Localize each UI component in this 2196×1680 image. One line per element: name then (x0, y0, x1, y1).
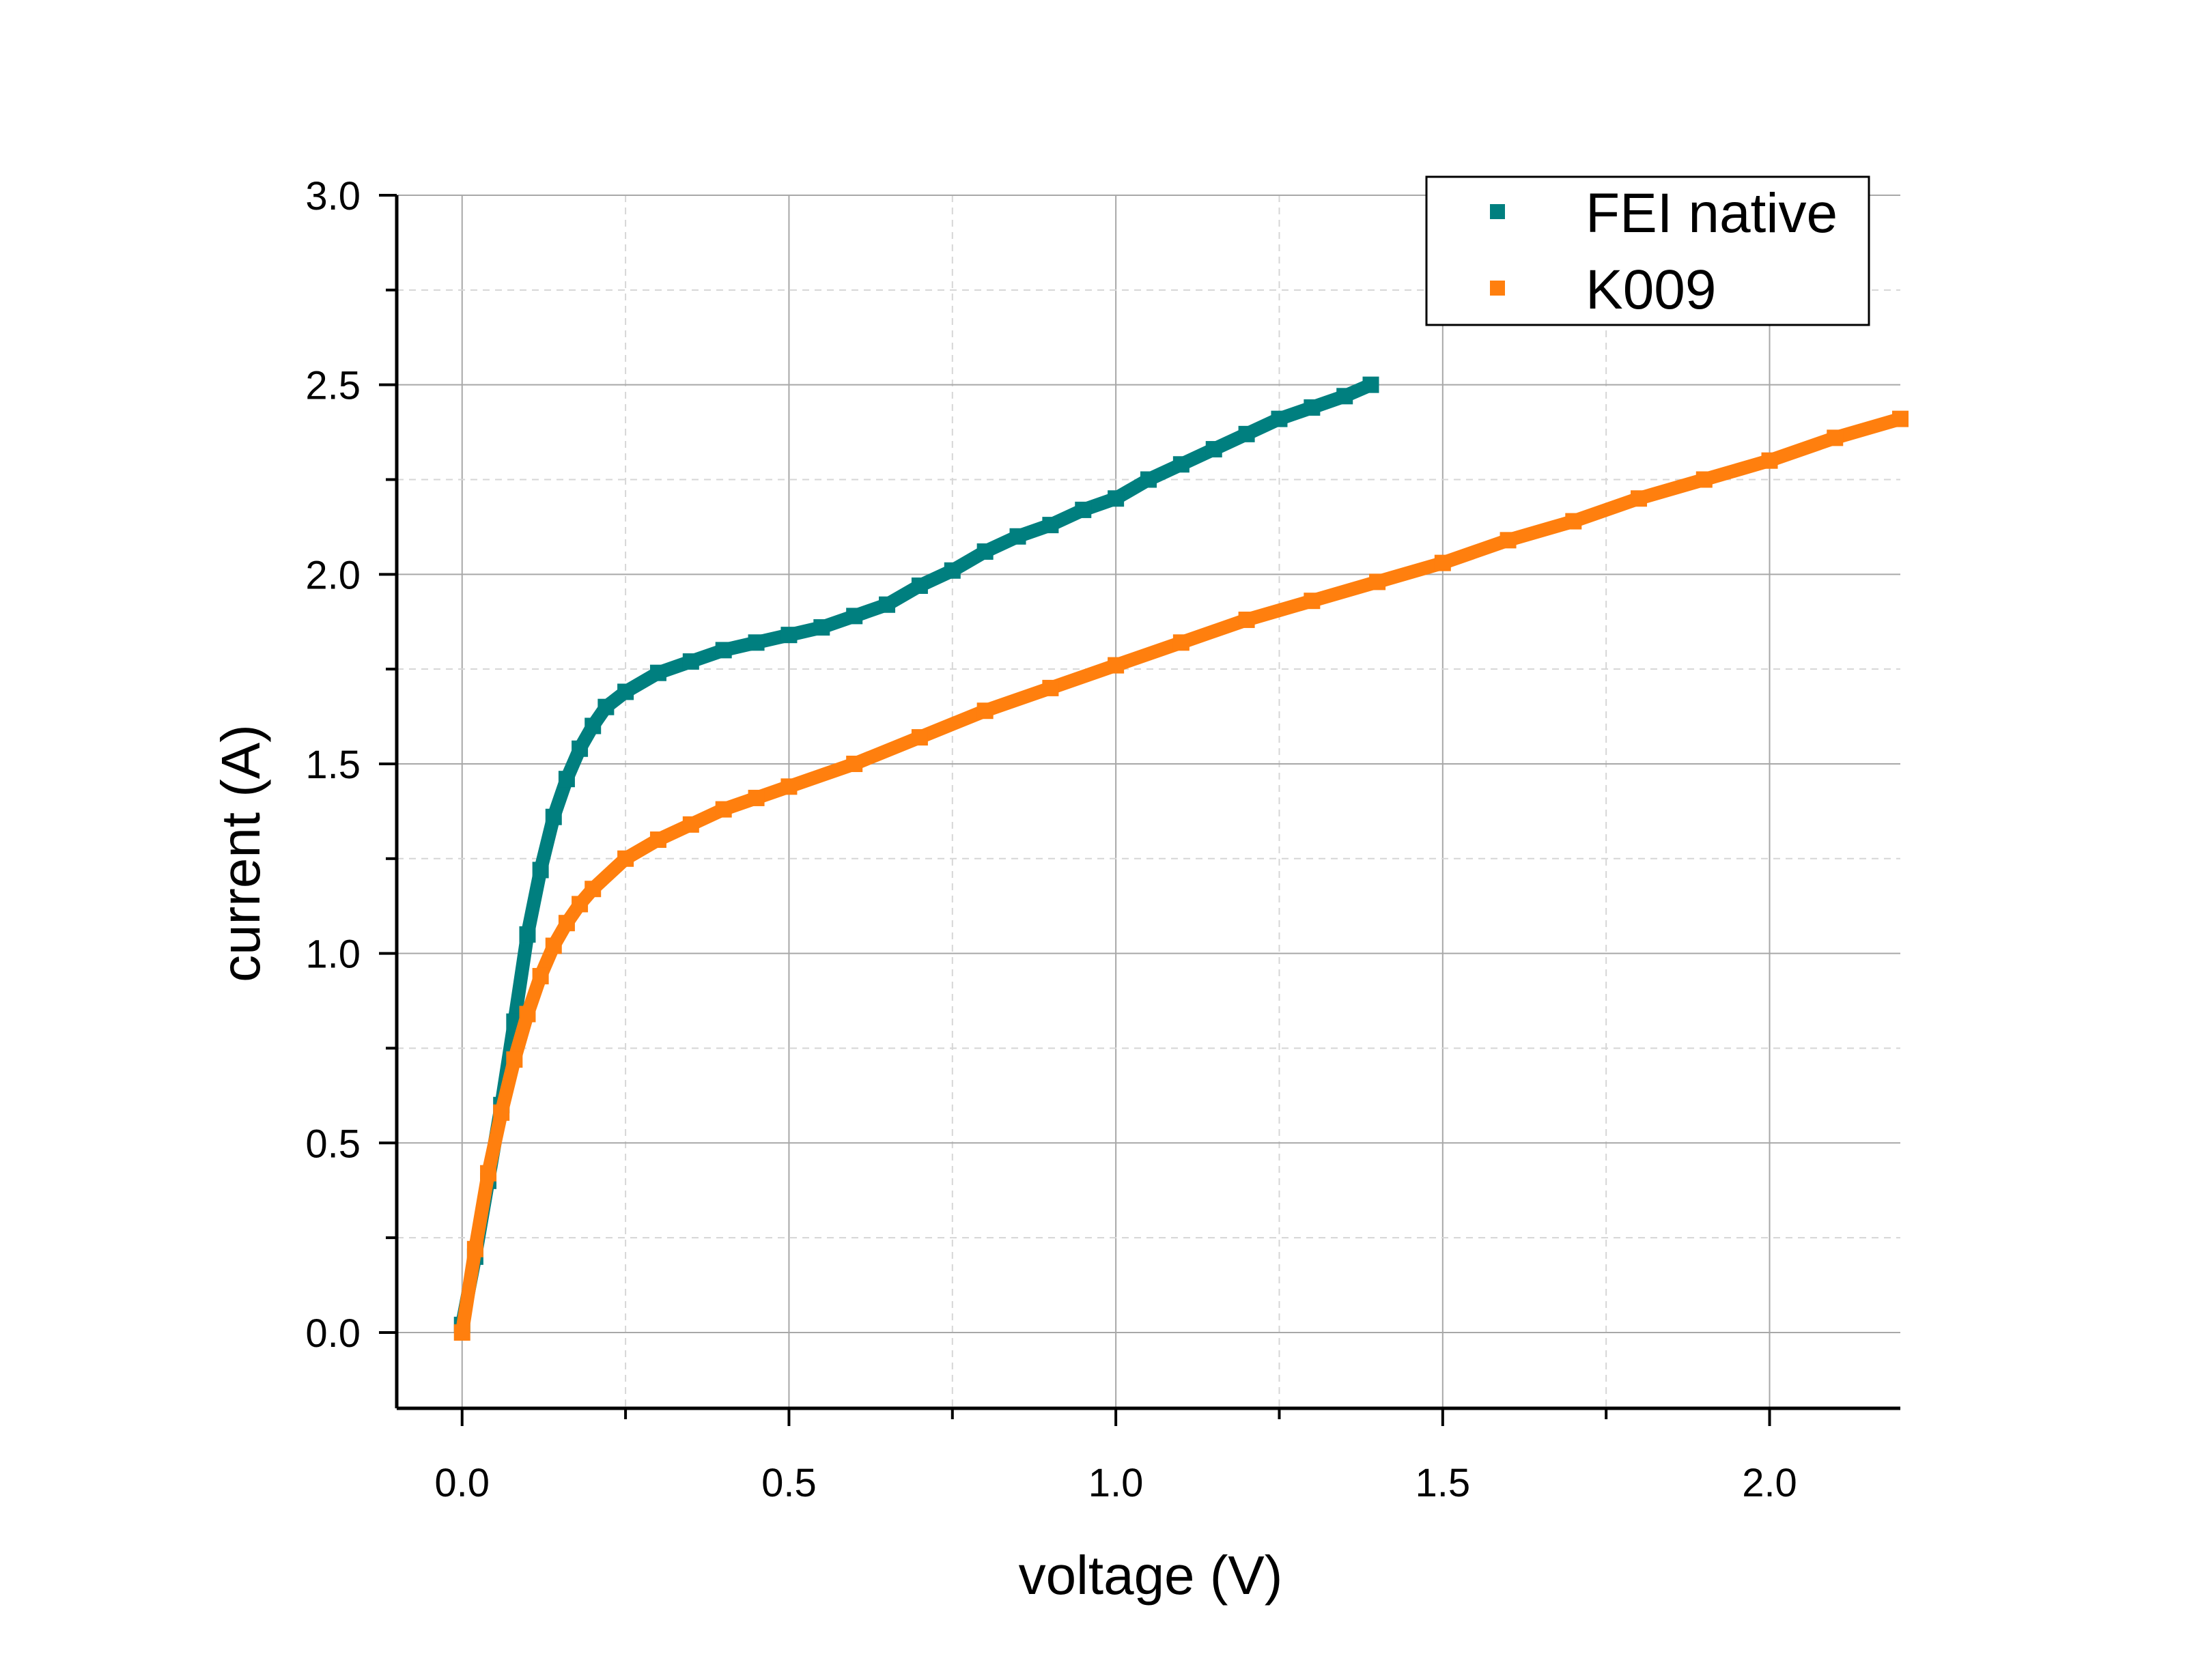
data-point (1271, 410, 1288, 427)
data-point (1172, 456, 1190, 473)
data-point (1042, 517, 1059, 534)
data-point (1892, 410, 1909, 427)
data-point (846, 608, 863, 625)
data-point (748, 789, 765, 806)
data-point (1304, 593, 1321, 610)
data-point (1108, 657, 1125, 674)
legend-box (1425, 175, 1870, 326)
data-point (846, 755, 863, 772)
data-point (1075, 501, 1092, 518)
y-axis-title: current (A) (210, 724, 271, 982)
data-point (715, 642, 732, 659)
data-point (1304, 399, 1321, 416)
data-point (466, 1240, 483, 1257)
data-point (1827, 429, 1844, 446)
y-tick-label: 3.0 (305, 174, 361, 218)
legend-marker-k009 (1490, 281, 1505, 296)
data-point (649, 664, 666, 681)
data-point (545, 808, 562, 825)
data-point (879, 596, 896, 613)
data-point (1205, 441, 1222, 458)
data-point (1761, 452, 1778, 469)
data-point (519, 926, 536, 943)
data-point (532, 862, 549, 879)
y-tick-label: 0.0 (305, 1311, 361, 1356)
series-k009 (453, 410, 1909, 1341)
y-tick-label: 1.0 (305, 932, 361, 977)
data-point (649, 831, 666, 849)
data-point (532, 967, 549, 984)
legend-marker-fei-native (1490, 204, 1505, 219)
data-point (617, 850, 634, 867)
data-point (1362, 376, 1379, 393)
data-point (558, 771, 575, 788)
y-tick-label: 0.5 (305, 1122, 361, 1166)
data-point (453, 1324, 470, 1341)
series-layer (453, 376, 1909, 1341)
x-tick-label: 0.5 (761, 1461, 817, 1505)
data-point (506, 1051, 523, 1068)
data-point (545, 937, 562, 954)
data-point (682, 816, 699, 833)
data-point (911, 729, 928, 746)
data-point (1238, 425, 1255, 442)
data-point (1434, 554, 1451, 571)
tick-labels: 0.0 0.5 1.0 1.5 2.0 0.0 0.5 1.0 1.5 2.0 2.5 3.0 (305, 174, 1797, 1505)
data-point (1695, 471, 1713, 488)
data-point (780, 627, 798, 644)
x-tick-label: 1.0 (1088, 1461, 1144, 1505)
data-point (1172, 634, 1190, 651)
data-point (519, 1006, 536, 1023)
data-point (493, 1104, 510, 1121)
data-point (617, 683, 634, 700)
y-tick-label: 2.5 (305, 364, 361, 408)
data-point (780, 778, 798, 795)
data-point (682, 653, 699, 670)
data-point (976, 543, 994, 560)
data-point (1336, 388, 1353, 405)
data-point (1108, 490, 1125, 507)
series-line (455, 412, 1902, 1334)
data-point (1369, 573, 1386, 590)
legend-label-k009: K009 (1586, 259, 1717, 321)
y-tick-label: 2.0 (305, 553, 361, 597)
data-point (1140, 471, 1157, 488)
data-point (1631, 490, 1648, 507)
x-axis-title: voltage (V) (1019, 1545, 1283, 1606)
axes (379, 194, 1900, 1426)
data-point (558, 915, 575, 932)
data-point (480, 1165, 497, 1182)
data-point (597, 698, 615, 715)
data-point (715, 801, 732, 818)
data-point (911, 577, 928, 594)
data-point (1238, 611, 1255, 628)
x-tick-label: 2.0 (1742, 1461, 1797, 1505)
data-point (1500, 532, 1517, 549)
data-point (813, 619, 830, 636)
data-point (585, 881, 602, 898)
legend-label-fei-native: FEI native (1586, 182, 1838, 244)
x-tick-label: 1.5 (1416, 1461, 1471, 1505)
data-point (1042, 679, 1059, 696)
data-point (944, 562, 961, 579)
data-point (748, 634, 765, 651)
x-tick-label: 0.0 (434, 1461, 490, 1505)
data-point (1009, 528, 1026, 545)
data-point (585, 717, 602, 735)
legend: FEI native K009 (1425, 175, 1870, 326)
data-point (1565, 513, 1582, 530)
y-tick-label: 1.5 (305, 743, 361, 787)
data-point (976, 702, 994, 720)
data-point (572, 740, 589, 757)
data-point (572, 896, 589, 913)
